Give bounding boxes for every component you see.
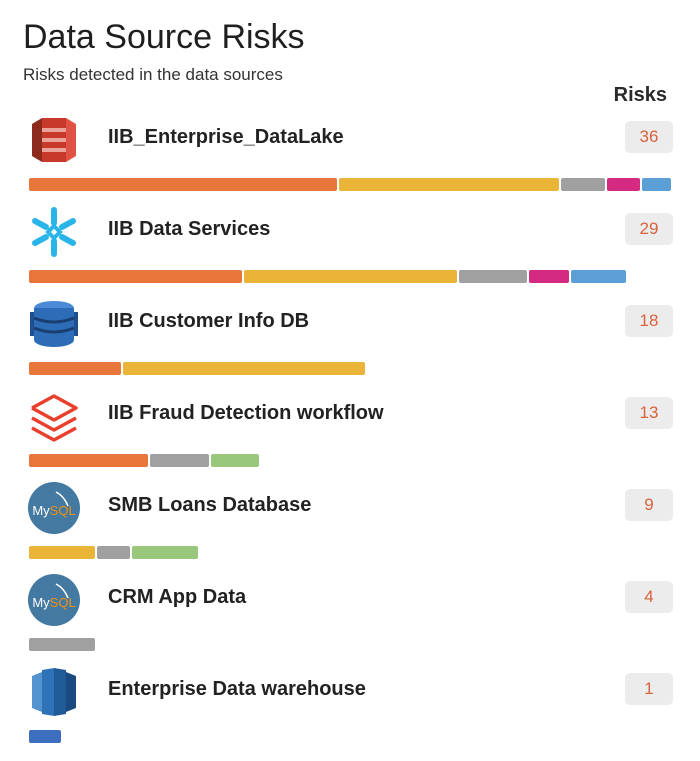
amazon-s3-icon	[28, 114, 80, 166]
risk-count-badge: 4	[625, 581, 673, 613]
databricks-icon	[28, 390, 80, 442]
risk-segment-green	[211, 454, 259, 467]
risk-count-badge: 1	[625, 673, 673, 705]
page-title: Data Source Risks	[23, 18, 305, 56]
risk-count-badge: 29	[625, 213, 673, 245]
data-source-row[interactable]: IIB Fraud Detection workflow 13	[0, 388, 700, 480]
risk-segment-yellow	[244, 270, 457, 283]
data-source-name[interactable]: Enterprise Data warehouse	[108, 678, 366, 700]
risk-segment-orange	[29, 362, 121, 375]
risk-count-badge: 13	[625, 397, 673, 429]
risk-segment-pink	[529, 270, 569, 283]
risk-segment-gray	[97, 546, 130, 559]
risk-segment-orange	[29, 454, 148, 467]
risk-breakdown-bar	[29, 730, 61, 743]
data-source-row[interactable]: Enterprise Data warehouse 1	[0, 664, 700, 756]
risk-segment-orange	[29, 270, 242, 283]
risk-breakdown-bar	[29, 546, 198, 559]
data-source-row[interactable]: IIB Data Services 29	[0, 204, 700, 296]
risk-segment-pink	[607, 178, 640, 191]
data-source-name[interactable]: IIB Customer Info DB	[108, 310, 310, 332]
risk-breakdown-bar	[29, 362, 365, 375]
snowflake-icon	[28, 206, 80, 258]
amazon-redshift-icon	[28, 666, 80, 718]
data-source-row[interactable]: IIB_Enterprise_DataLake 36	[0, 112, 700, 204]
risk-segment-yellow	[29, 546, 95, 559]
risk-count-badge: 36	[625, 121, 673, 153]
risks-column-header: Risks	[613, 84, 667, 106]
data-source-name[interactable]: IIB Fraud Detection workflow	[108, 402, 384, 424]
data-source-name[interactable]: SMB Loans Database	[108, 494, 312, 516]
risk-count-badge: 9	[625, 489, 673, 521]
data-source-name[interactable]: IIB_Enterprise_DataLake	[108, 126, 344, 148]
risk-segment-blue	[571, 270, 626, 283]
risk-breakdown-bar	[29, 454, 259, 467]
risk-breakdown-bar	[29, 638, 95, 651]
risk-segment-yellow	[339, 178, 559, 191]
risk-segment-yellow	[123, 362, 365, 375]
data-source-row[interactable]: MySQL SMB Loans Database 9	[0, 480, 700, 572]
risk-segment-gray	[561, 178, 605, 191]
risk-breakdown-bar	[29, 178, 671, 191]
risk-segment-gray	[150, 454, 209, 467]
data-source-name[interactable]: IIB Data Services	[108, 218, 271, 240]
data-source-name[interactable]: CRM App Data	[108, 586, 247, 608]
risk-count-badge: 18	[625, 305, 673, 337]
svg-text:MySQL: MySQL	[32, 503, 75, 518]
risk-segment-orange	[29, 178, 337, 191]
data-source-row[interactable]: MySQL CRM App Data 4	[0, 572, 700, 664]
amazon-dynamodb-icon	[28, 298, 80, 350]
risk-breakdown-bar	[29, 270, 626, 283]
svg-text:MySQL: MySQL	[32, 595, 75, 610]
risk-segment-green	[132, 546, 198, 559]
page-subtitle: Risks detected in the data sources	[23, 65, 283, 84]
risk-segment-gray	[459, 270, 527, 283]
mysql-icon: MySQL	[28, 482, 80, 534]
risk-segment-navy	[29, 730, 61, 743]
risk-segment-blue	[642, 178, 671, 191]
data-source-row[interactable]: IIB Customer Info DB 18	[0, 296, 700, 388]
risk-segment-gray	[29, 638, 95, 651]
mysql-icon: MySQL	[28, 574, 80, 626]
